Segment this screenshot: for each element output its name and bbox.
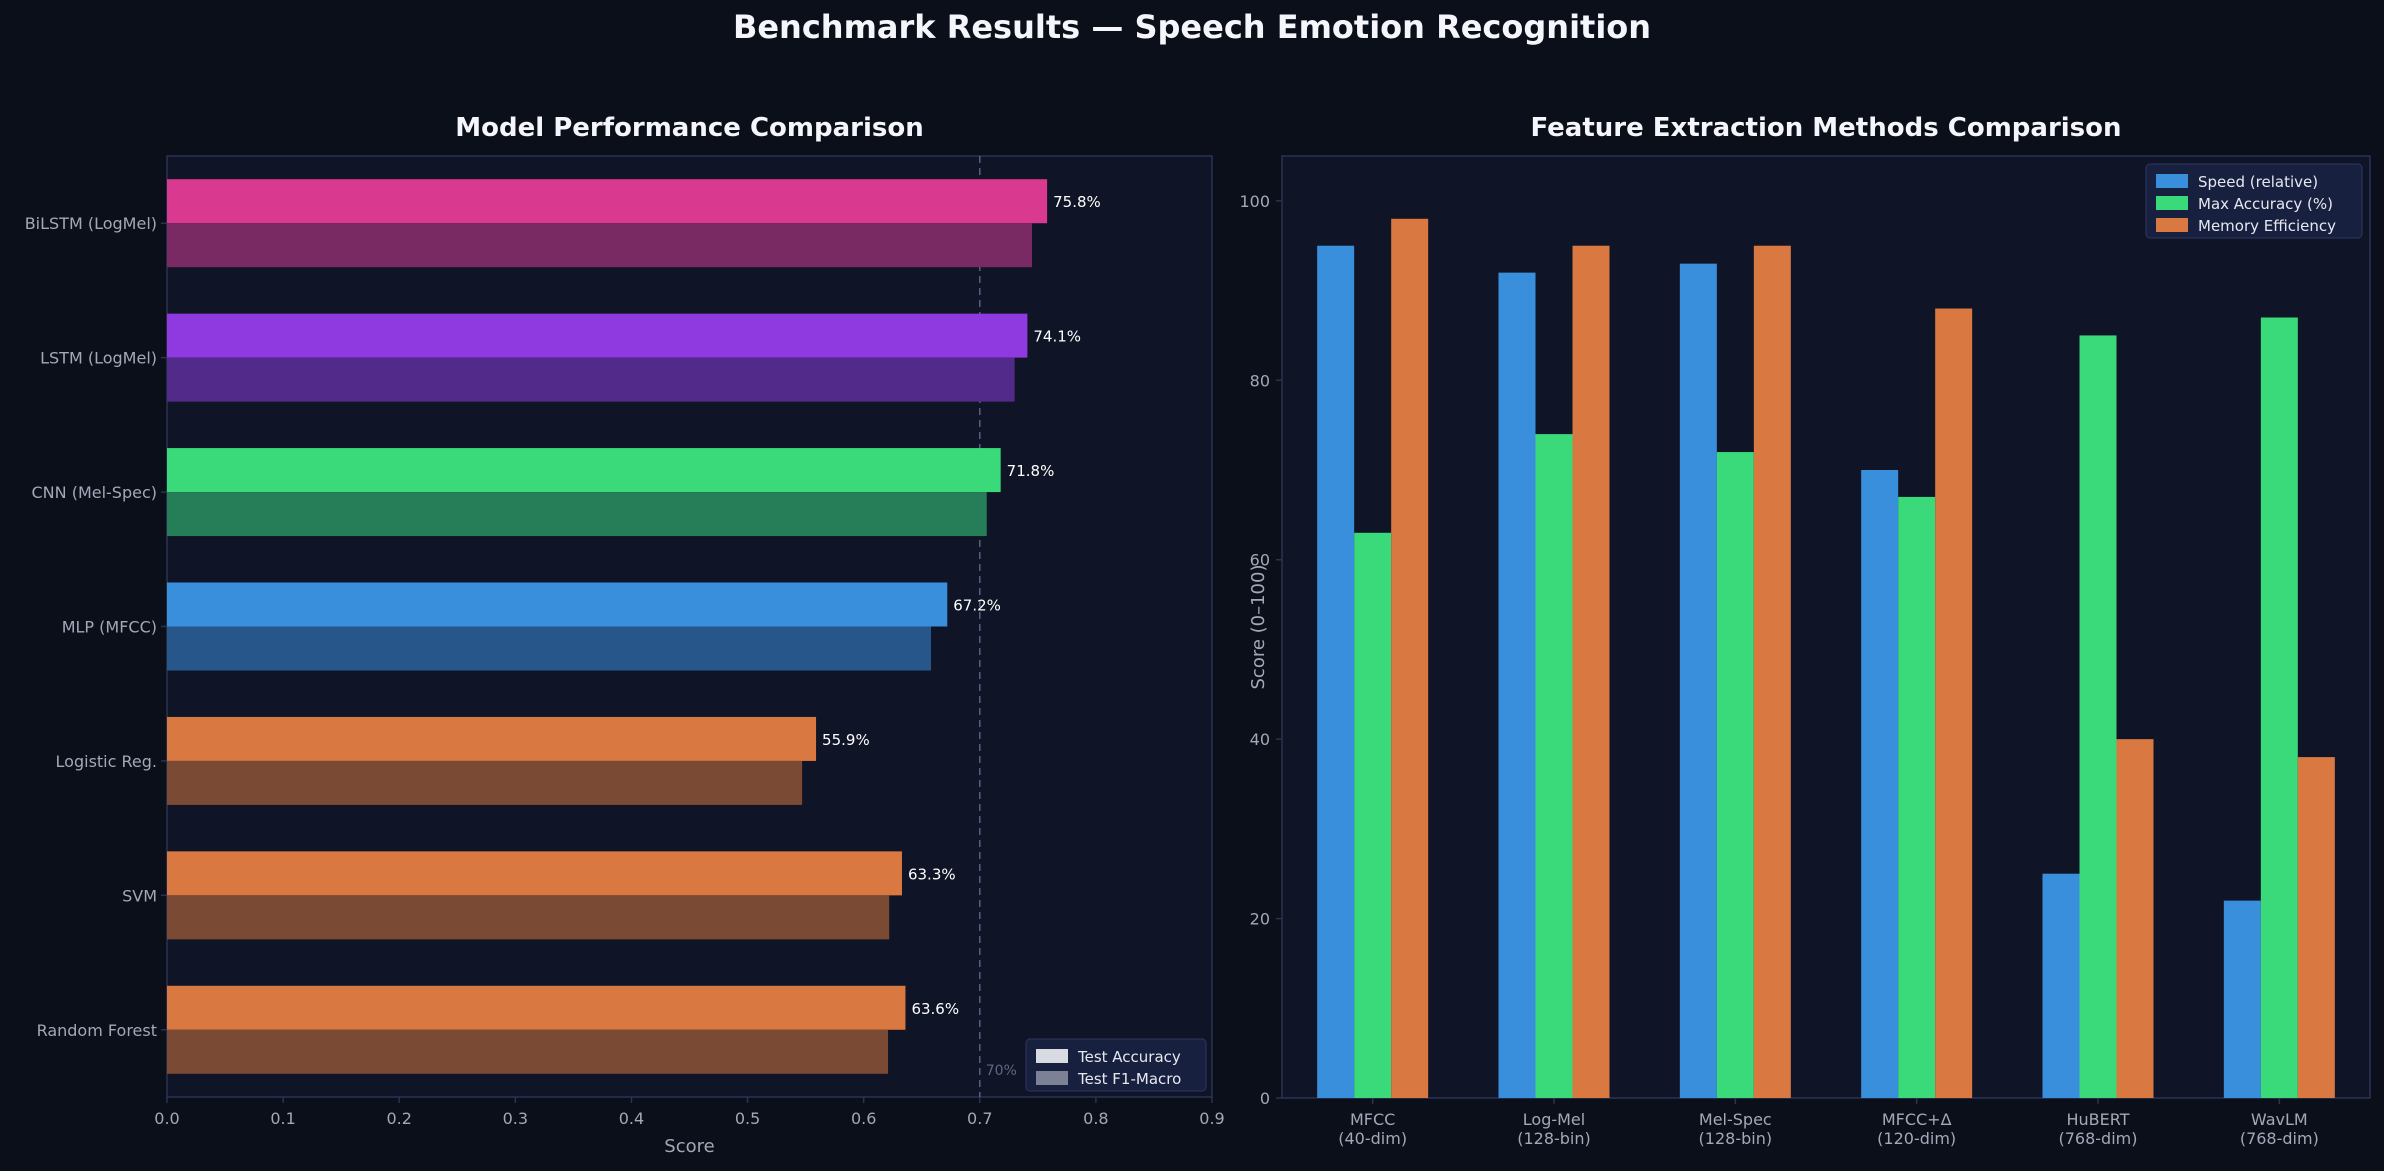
bar-max-accuracy	[1354, 532, 1392, 1098]
x-tick-label: 0.7	[967, 1109, 992, 1128]
x-tick-label: 0.4	[619, 1109, 644, 1128]
y-tick-label: 60	[1250, 551, 1270, 570]
x-tick-label: Log-Mel	[1523, 1110, 1585, 1129]
model-performance-chart: Model Performance Comparison 70% 75.8% BiLS…	[25, 113, 1225, 1157]
y-tick-label: CNN (Mel-Spec)	[32, 483, 158, 502]
accuracy-bar	[167, 179, 1048, 224]
y-tick-label: LSTM (LogMel)	[40, 349, 157, 368]
x-tick-label: MFCC	[1350, 1110, 1395, 1129]
x-tick-sublabel: (768-dim)	[2059, 1129, 2138, 1148]
x-tick-label: Mel-Spec	[1699, 1110, 1772, 1129]
y-tick-label: BiLSTM (LogMel)	[25, 214, 157, 233]
x-tick-label: 0.1	[270, 1109, 295, 1128]
x-tick-label: 0.9	[1199, 1109, 1224, 1128]
accuracy-data-label: 67.2%	[953, 597, 1001, 615]
x-tick-sublabel: (768-dim)	[2240, 1129, 2319, 1148]
x-tick-sublabel: (128-bin)	[1699, 1129, 1773, 1148]
accuracy-bar	[167, 582, 948, 627]
bar-memory-efficiency	[2116, 739, 2154, 1098]
y-tick-label: 20	[1250, 910, 1270, 929]
x-tick-label: 0.6	[851, 1109, 876, 1128]
bar-speed-relative	[2223, 900, 2261, 1098]
legend-entry: Max Accuracy (%)	[2198, 195, 2333, 213]
figure-title: Benchmark Results — Speech Emotion Recog…	[732, 8, 1652, 46]
f1-macro-bar	[167, 357, 1015, 402]
f1-macro-bar	[167, 223, 1033, 268]
bar-speed-relative	[1679, 263, 1717, 1099]
legend-swatch	[1036, 1071, 1068, 1085]
x-tick-sublabel: (120-dim)	[1877, 1129, 1956, 1148]
x-axis-label: Score	[664, 1136, 714, 1157]
chart-title: Feature Extraction Methods Comparison	[1530, 113, 2121, 143]
accuracy-data-label: 63.6%	[911, 1000, 959, 1018]
x-tick-sublabel: (40-dim)	[1338, 1129, 1407, 1148]
legend-box	[1025, 1038, 1207, 1092]
y-tick-label: 100	[1239, 192, 1270, 211]
feature-extraction-chart: Feature Extraction Methods Comparison MFC…	[1239, 113, 2371, 1148]
bar-memory-efficiency	[1753, 245, 1791, 1098]
bar-max-accuracy	[1898, 496, 1936, 1098]
x-tick-label: HuBERT	[2067, 1110, 2130, 1129]
accuracy-bar	[167, 851, 902, 896]
legend-entry: Memory Efficiency	[2198, 217, 2336, 235]
bar-speed-relative	[1861, 470, 1899, 1098]
y-tick-label: SVM	[122, 886, 157, 905]
bar-max-accuracy	[1716, 452, 1754, 1098]
accuracy-data-label: 71.8%	[1007, 462, 1055, 480]
reference-line-label: 70%	[986, 1063, 1017, 1079]
accuracy-data-label: 74.1%	[1033, 328, 1081, 346]
chart-title: Model Performance Comparison	[455, 113, 923, 143]
x-tick-label: 0.2	[386, 1109, 411, 1128]
x-tick-label: 0.3	[503, 1109, 528, 1128]
legend-swatch	[2156, 174, 2188, 188]
y-tick-label: 40	[1250, 730, 1270, 749]
legend-swatch	[2156, 218, 2188, 232]
bar-max-accuracy	[2079, 335, 2117, 1098]
legend-swatch	[1036, 1049, 1068, 1063]
accuracy-bar	[167, 448, 1001, 493]
legend-swatch	[2156, 196, 2188, 210]
bar-memory-efficiency	[1391, 218, 1429, 1099]
bar-speed-relative	[1498, 272, 1536, 1099]
bar-max-accuracy	[2260, 317, 2298, 1098]
y-tick-label: MLP (MFCC)	[62, 618, 157, 637]
bar-speed-relative	[2042, 873, 2080, 1098]
accuracy-data-label: 63.3%	[908, 865, 956, 883]
bar-memory-efficiency	[1572, 245, 1610, 1098]
f1-macro-bar	[167, 895, 890, 940]
f1-macro-bar	[167, 760, 803, 805]
bar-memory-efficiency	[1935, 308, 1973, 1098]
legend-box	[2145, 163, 2363, 239]
legend-entry: Speed (relative)	[2198, 173, 2318, 191]
x-tick-label: 0.8	[1083, 1109, 1108, 1128]
accuracy-bar	[167, 716, 817, 761]
y-tick-label: 0	[1260, 1089, 1270, 1108]
accuracy-data-label: 55.9%	[822, 731, 870, 749]
x-tick-label: WavLM	[2251, 1110, 2308, 1129]
accuracy-bar	[167, 313, 1028, 358]
accuracy-data-label: 75.8%	[1053, 193, 1101, 211]
y-axis-label: Score (0–100)	[1248, 565, 1269, 690]
x-tick-label: 0.5	[735, 1109, 760, 1128]
y-tick-label: Random Forest	[37, 1021, 157, 1040]
y-tick-label: Logistic Reg.	[56, 752, 157, 771]
plot-area	[1281, 155, 2371, 1099]
x-tick-sublabel: (128-bin)	[1517, 1129, 1591, 1148]
f1-macro-bar	[167, 626, 932, 671]
x-tick-label: MFCC+Δ	[1882, 1110, 1952, 1129]
legend-entry: Test F1-Macro	[1077, 1070, 1181, 1088]
bar-memory-efficiency	[2297, 757, 2335, 1098]
bar-max-accuracy	[1535, 434, 1573, 1099]
y-tick-label: 80	[1250, 371, 1270, 390]
bar-speed-relative	[1317, 245, 1355, 1098]
f1-macro-bar	[167, 492, 987, 537]
accuracy-bar	[167, 985, 906, 1030]
legend-entry: Test Accuracy	[1077, 1048, 1181, 1066]
x-tick-label: 0.0	[154, 1109, 179, 1128]
f1-macro-bar	[167, 1029, 889, 1074]
